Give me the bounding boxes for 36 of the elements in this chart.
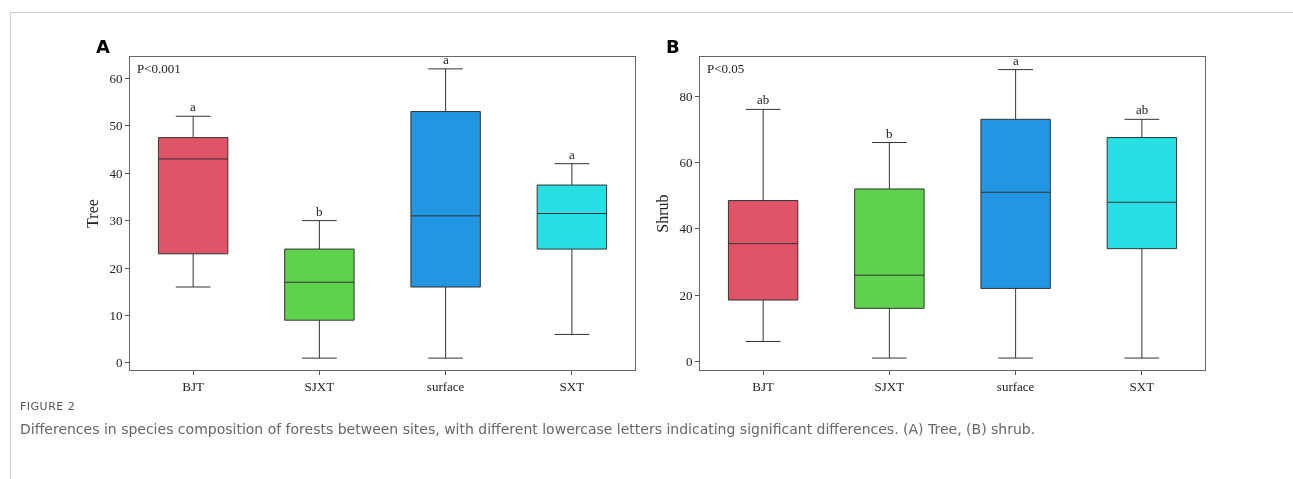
y-tick-label: 0 [115,355,123,371]
y-tick-label: 40 [109,165,123,181]
annotation: a [190,99,196,114]
x-tick-label: surface [996,378,1035,394]
annotation: b [316,204,323,219]
y-tick-label: 20 [679,287,693,303]
y-tick-label: 20 [109,260,123,276]
x-tick-label: surface [426,378,465,394]
chart-title: B [665,36,680,58]
chart-title: A [95,36,110,58]
y-axis-title: Shrub [654,194,672,233]
annotation: b [886,126,893,141]
annotation: a [569,147,575,162]
x-tick-label: SJXT [304,378,335,394]
x-tick-label: SJXT [874,378,905,394]
y-tick-label: 50 [109,118,123,134]
y-tick-label: 40 [679,221,693,237]
y-tick-label: 60 [679,154,693,170]
caption: FIGURE 2 [20,400,77,413]
y-tick-label: 60 [109,70,123,86]
y-tick-label: 80 [679,88,693,104]
text: Differences in species composition of forests between sites, with different lowercase letters indicating significant differences. (A) Tree, (B) shrub. [20,421,1037,437]
x-tick-label: SXT [559,378,585,394]
annotation: ab [757,92,770,107]
y-tick-label: 10 [109,308,123,324]
y-axis-title: Tree [84,199,102,228]
x-tick-label: BJT [752,378,775,394]
annotation: P<0.05 [707,61,745,76]
x-tick-label: BJT [182,378,205,394]
annotation: a [443,52,449,67]
x-tick-label: SXT [1129,378,1155,394]
y-tick-label: 30 [109,213,123,229]
annotation: P<0.001 [137,61,181,76]
annotation: ab [1136,102,1149,117]
y-tick-label: 0 [685,353,693,369]
annotation: a [1013,53,1019,68]
